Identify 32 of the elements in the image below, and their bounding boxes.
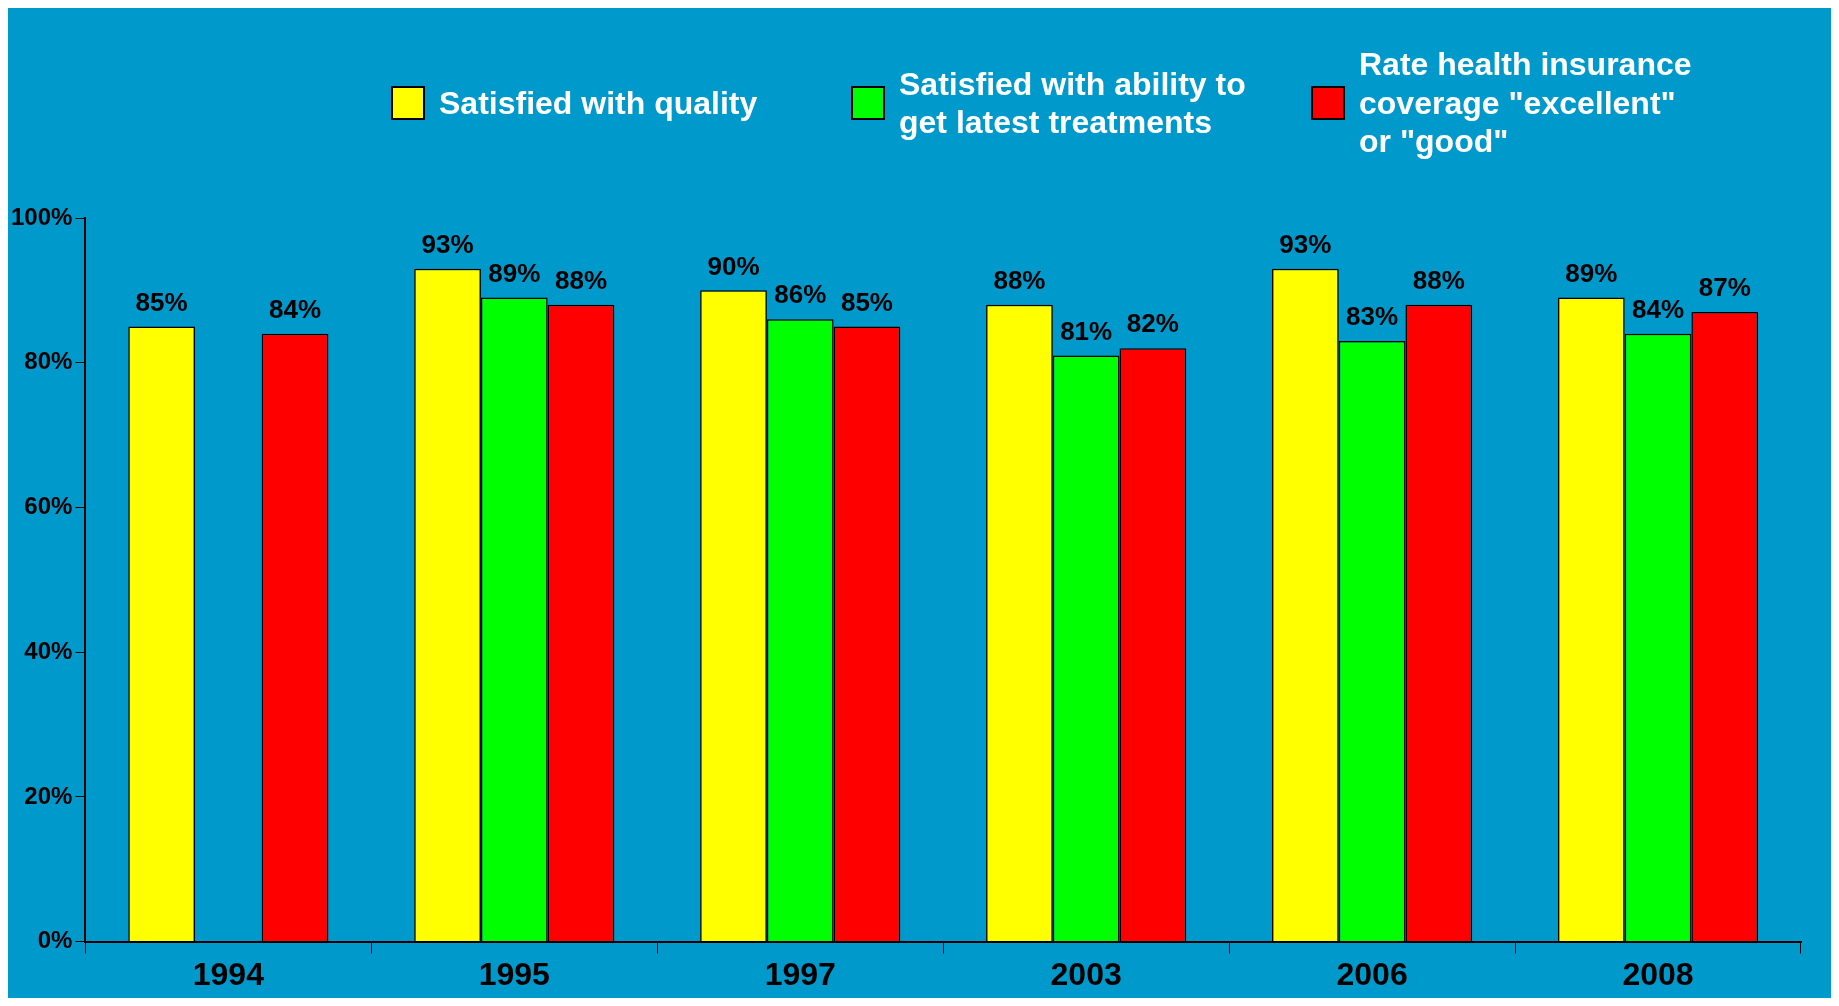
x-tick-label: 1995: [478, 955, 550, 992]
y-tick-label: 60%: [24, 492, 73, 520]
data-label: 89%: [488, 257, 541, 288]
data-label: 83%: [1346, 301, 1399, 332]
y-tick-label: 20%: [24, 781, 73, 809]
x-tick-label: 2003: [1050, 955, 1122, 992]
x-tick-label: 1997: [764, 955, 836, 992]
legend-label: Rate health insurance coverage "excellent" or "good": [1359, 45, 1693, 161]
data-label: 84%: [269, 293, 322, 324]
data-label: 93%: [421, 228, 474, 259]
y-tick-label: 100%: [10, 202, 73, 230]
data-label: 82%: [1126, 308, 1179, 339]
x-tick-label: 2008: [1622, 955, 1694, 992]
x-tick-label: 2006: [1336, 955, 1408, 992]
data-label: 85%: [840, 286, 893, 317]
data-label: 87%: [1698, 272, 1751, 303]
legend-label: Satisfied with ability to get latest treatments: [899, 64, 1247, 142]
data-label: 88%: [554, 265, 608, 295]
y-tick-label: 40%: [24, 636, 73, 664]
data-label: 88%: [993, 265, 1046, 295]
data-label: 90%: [707, 250, 760, 281]
data-label: 81%: [1060, 315, 1113, 346]
data-label: 88%: [1412, 265, 1465, 295]
data-label: 85%: [135, 286, 188, 317]
y-tick-label: 80%: [24, 347, 73, 375]
data-label: 84%: [1632, 293, 1685, 324]
x-tick-label: 1994: [192, 955, 265, 992]
data-label: 93%: [1279, 228, 1332, 259]
y-tick-label: 0%: [37, 926, 73, 954]
legend-label: Satisfied with quality: [439, 83, 758, 123]
data-label: 86%: [774, 279, 827, 310]
data-label: 89%: [1565, 257, 1618, 288]
